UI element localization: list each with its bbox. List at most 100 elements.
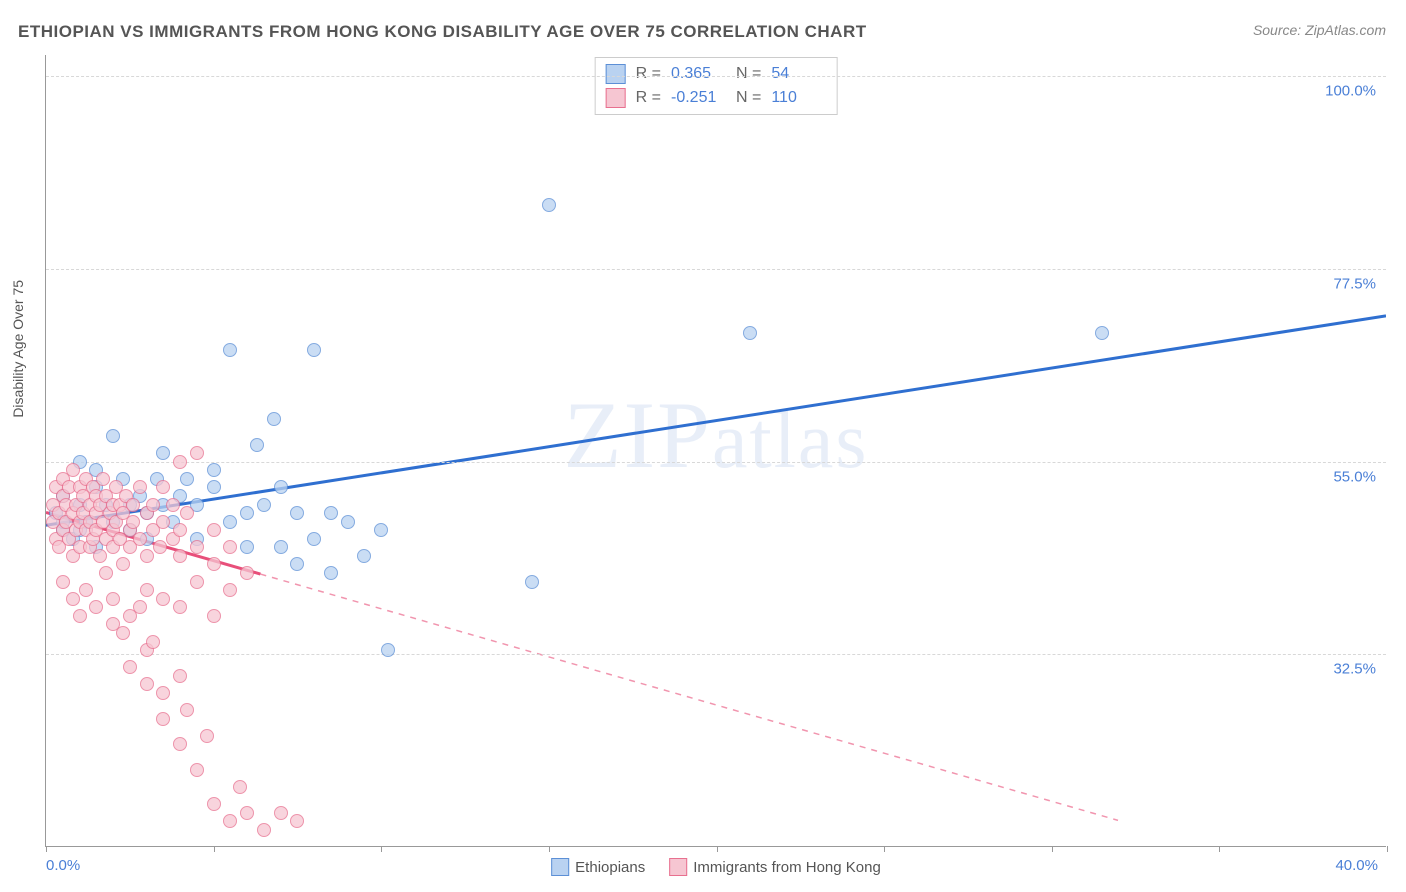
- scatter-point-hongkong: [223, 814, 237, 828]
- scatter-point-hongkong: [156, 480, 170, 494]
- scatter-point-ethiopians: [156, 446, 170, 460]
- scatter-point-hongkong: [126, 498, 140, 512]
- scatter-point-ethiopians: [240, 540, 254, 554]
- scatter-point-ethiopians: [274, 480, 288, 494]
- scatter-point-ethiopians: [307, 343, 321, 357]
- scatter-point-hongkong: [180, 506, 194, 520]
- scatter-point-hongkong: [240, 806, 254, 820]
- scatter-point-hongkong: [73, 609, 87, 623]
- scatter-point-ethiopians: [525, 575, 539, 589]
- scatter-point-hongkong: [140, 677, 154, 691]
- legend-stats-row-1: R = 0.365 N = 54: [606, 62, 827, 86]
- n-value-1: 54: [771, 65, 826, 83]
- trend-lines-svg: [46, 55, 1386, 846]
- scatter-point-ethiopians: [223, 343, 237, 357]
- legend-label: Immigrants from Hong Kong: [693, 859, 881, 876]
- swatch-hongkong: [606, 88, 626, 108]
- r-value-1: 0.365: [671, 65, 726, 83]
- trend-line-dashed-hongkong: [260, 574, 1118, 820]
- scatter-point-hongkong: [223, 540, 237, 554]
- scatter-point-hongkong: [116, 557, 130, 571]
- n-value-2: 110: [771, 89, 826, 107]
- scatter-point-ethiopians: [1095, 326, 1109, 340]
- scatter-point-hongkong: [173, 669, 187, 683]
- scatter-point-hongkong: [153, 540, 167, 554]
- r-label: R =: [636, 65, 661, 83]
- x-tick: [1387, 846, 1388, 852]
- scatter-point-hongkong: [207, 609, 221, 623]
- scatter-point-hongkong: [190, 540, 204, 554]
- y-tick-label: 77.5%: [1333, 276, 1376, 293]
- swatch-ethiopians: [606, 64, 626, 84]
- r-label: R =: [636, 89, 661, 107]
- scatter-point-hongkong: [207, 797, 221, 811]
- scatter-point-ethiopians: [207, 480, 221, 494]
- scatter-point-hongkong: [156, 686, 170, 700]
- scatter-point-hongkong: [93, 549, 107, 563]
- scatter-point-hongkong: [173, 455, 187, 469]
- y-tick-label: 100.0%: [1325, 83, 1376, 100]
- scatter-point-ethiopians: [257, 498, 271, 512]
- scatter-point-ethiopians: [250, 438, 264, 452]
- scatter-point-hongkong: [207, 557, 221, 571]
- scatter-point-ethiopians: [274, 540, 288, 554]
- legend-item: Immigrants from Hong Kong: [669, 858, 881, 876]
- chart-title: ETHIOPIAN VS IMMIGRANTS FROM HONG KONG D…: [18, 22, 867, 42]
- source-label: Source: ZipAtlas.com: [1253, 22, 1386, 38]
- scatter-point-hongkong: [173, 737, 187, 751]
- scatter-point-hongkong: [257, 823, 271, 837]
- legend-item: Ethiopians: [551, 858, 645, 876]
- scatter-point-hongkong: [274, 806, 288, 820]
- scatter-point-ethiopians: [324, 566, 338, 580]
- x-tick: [381, 846, 382, 852]
- scatter-point-ethiopians: [290, 506, 304, 520]
- scatter-point-ethiopians: [180, 472, 194, 486]
- scatter-point-hongkong: [290, 814, 304, 828]
- scatter-point-hongkong: [223, 583, 237, 597]
- scatter-point-ethiopians: [743, 326, 757, 340]
- scatter-point-hongkong: [66, 592, 80, 606]
- scatter-point-hongkong: [190, 446, 204, 460]
- legend-swatch: [551, 858, 569, 876]
- x-tick: [214, 846, 215, 852]
- scatter-point-ethiopians: [381, 643, 395, 657]
- scatter-point-hongkong: [166, 498, 180, 512]
- scatter-point-ethiopians: [290, 557, 304, 571]
- x-tick: [1219, 846, 1220, 852]
- scatter-point-ethiopians: [542, 198, 556, 212]
- scatter-point-hongkong: [207, 523, 221, 537]
- scatter-point-hongkong: [133, 600, 147, 614]
- y-tick-label: 32.5%: [1333, 661, 1376, 678]
- scatter-point-ethiopians: [240, 506, 254, 520]
- scatter-point-hongkong: [240, 566, 254, 580]
- x-min-label: 0.0%: [46, 857, 80, 874]
- scatter-point-hongkong: [140, 549, 154, 563]
- scatter-point-hongkong: [180, 703, 194, 717]
- scatter-point-hongkong: [156, 515, 170, 529]
- trend-line-ethiopians: [46, 316, 1386, 526]
- n-label: N =: [736, 65, 761, 83]
- scatter-point-hongkong: [126, 515, 140, 529]
- x-tick: [884, 846, 885, 852]
- scatter-point-hongkong: [200, 729, 214, 743]
- scatter-point-hongkong: [89, 600, 103, 614]
- legend-swatch: [669, 858, 687, 876]
- scatter-point-hongkong: [173, 523, 187, 537]
- n-label: N =: [736, 89, 761, 107]
- grid-line: [46, 462, 1386, 463]
- y-tick-label: 55.0%: [1333, 468, 1376, 485]
- x-tick: [1052, 846, 1053, 852]
- legend-stats-row-2: R = -0.251 N = 110: [606, 86, 827, 110]
- scatter-point-hongkong: [156, 712, 170, 726]
- x-tick: [46, 846, 47, 852]
- scatter-point-hongkong: [173, 549, 187, 563]
- scatter-point-hongkong: [116, 626, 130, 640]
- watermark: ZIPatlas: [563, 380, 868, 490]
- grid-line: [46, 269, 1386, 270]
- scatter-point-hongkong: [190, 575, 204, 589]
- scatter-point-hongkong: [146, 635, 160, 649]
- x-max-label: 40.0%: [1335, 857, 1378, 874]
- scatter-point-hongkong: [133, 532, 147, 546]
- scatter-point-hongkong: [146, 498, 160, 512]
- scatter-point-ethiopians: [341, 515, 355, 529]
